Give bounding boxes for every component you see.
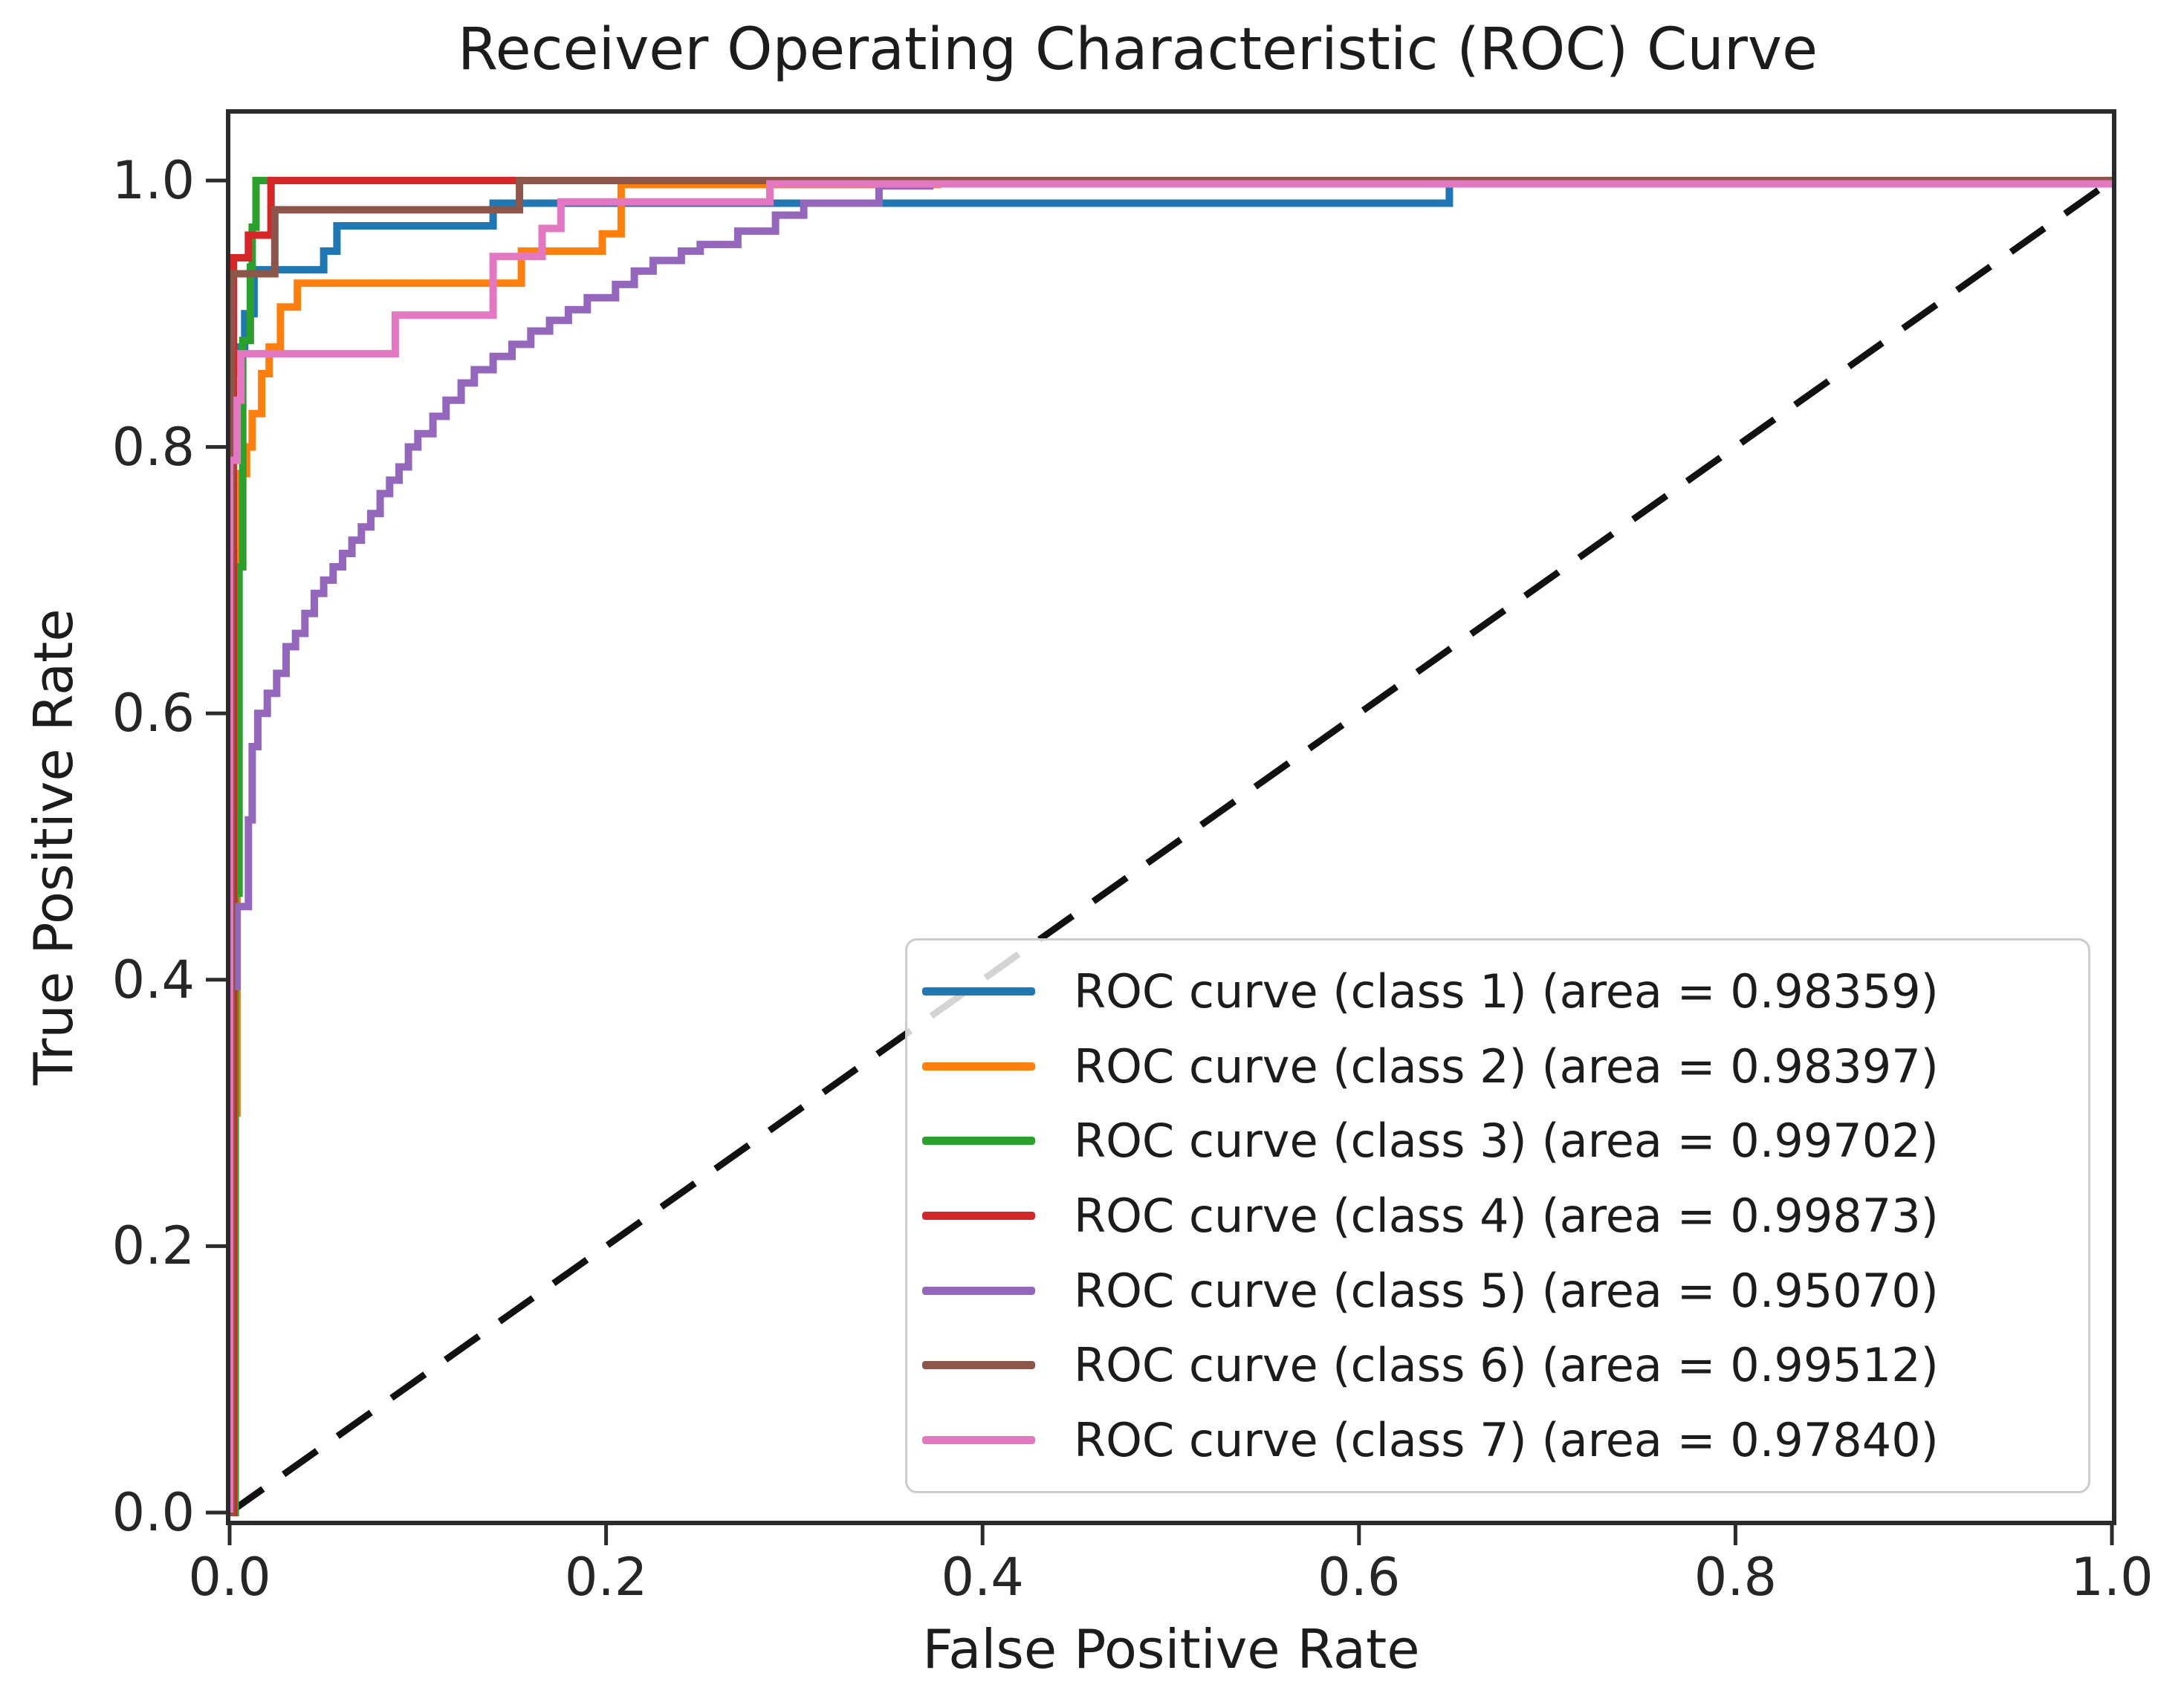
y-tick-label: 0.8 xyxy=(111,416,195,478)
legend-line-sample xyxy=(922,1062,1035,1071)
legend-label: ROC curve (class 1) (area = 0.98359) xyxy=(1074,964,1939,1019)
x-tick-label: 0.0 xyxy=(188,1547,271,1608)
legend-row: ROC curve (class 4) (area = 0.99873) xyxy=(922,1189,2073,1243)
series-roc-curve-class-7- xyxy=(226,180,2112,1513)
y-tick-label: 0.4 xyxy=(111,949,195,1010)
series-chance-diagonal xyxy=(227,178,2114,1516)
legend-label: ROC curve (class 3) (area = 0.99702) xyxy=(1074,1114,1939,1169)
x-tick-label: 0.2 xyxy=(564,1547,648,1608)
legend-label: ROC curve (class 6) (area = 0.99512) xyxy=(1074,1338,1939,1393)
y-tick-label: 0.2 xyxy=(111,1215,195,1277)
legend-label: ROC curve (class 4) (area = 0.99873) xyxy=(1074,1188,1939,1243)
legend-row: ROC curve (class 3) (area = 0.99702) xyxy=(922,1114,2073,1168)
legend-line-sample xyxy=(922,1361,1035,1370)
y-axis-label: True Positive Rate xyxy=(22,608,85,1085)
legend-row: ROC curve (class 2) (area = 0.98397) xyxy=(922,1039,2073,1094)
legend-line-sample xyxy=(922,1286,1035,1295)
series-roc-curve-class-5- xyxy=(226,177,2112,1513)
legend-label: ROC curve (class 7) (area = 0.97840) xyxy=(1074,1413,1939,1468)
legend-line-sample xyxy=(922,1436,1035,1445)
y-tick-label: 0.0 xyxy=(111,1482,195,1543)
chart-title: Receiver Operating Characteristic (ROC) … xyxy=(457,16,1818,83)
x-tick-label: 0.8 xyxy=(1694,1547,1778,1608)
legend-label: ROC curve (class 5) (area = 0.95070) xyxy=(1074,1263,1939,1318)
legend-label: ROC curve (class 2) (area = 0.98397) xyxy=(1074,1039,1939,1094)
legend-line-sample xyxy=(922,1211,1035,1220)
legend-row: ROC curve (class 5) (area = 0.95070) xyxy=(922,1264,2073,1318)
y-tick-label: 0.6 xyxy=(111,683,195,744)
y-tick-label: 1.0 xyxy=(111,150,195,211)
x-tick-label: 0.6 xyxy=(1318,1547,1401,1608)
x-tick-label: 0.4 xyxy=(941,1547,1024,1608)
x-axis-label: False Positive Rate xyxy=(922,1618,1420,1680)
legend-line-sample xyxy=(922,1137,1035,1146)
legend-line-sample xyxy=(922,987,1035,995)
legend-row: ROC curve (class 1) (area = 0.98359) xyxy=(922,964,2073,1019)
x-tick-label: 1.0 xyxy=(2070,1547,2154,1608)
legend-box: ROC curve (class 1) (area = 0.98359) ROC … xyxy=(905,938,2090,1493)
legend-row: ROC curve (class 7) (area = 0.97840) xyxy=(922,1413,2073,1467)
axes-spines xyxy=(226,109,2116,1525)
legend-row: ROC curve (class 6) (area = 0.99512) xyxy=(922,1338,2073,1392)
